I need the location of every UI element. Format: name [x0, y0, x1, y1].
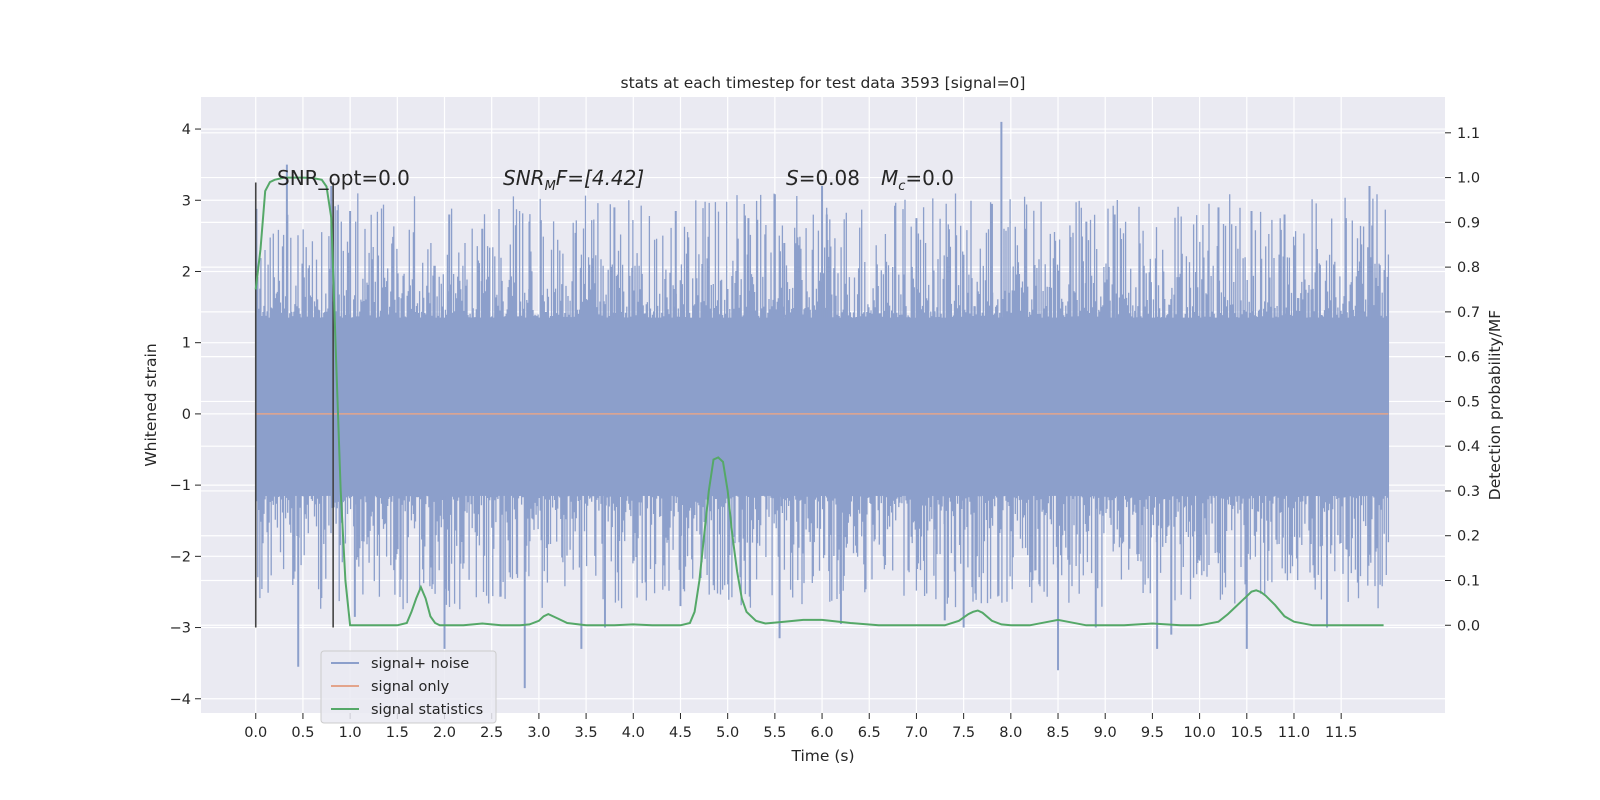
x-tick-label: 3.5 [575, 725, 598, 741]
y-right-tick-label: 1.0 [1457, 171, 1480, 187]
snr-mf-annotation: SNRMF=[4.42] [503, 166, 644, 194]
x-tick-label: 0.0 [244, 725, 267, 741]
snr-mf-sub: M [545, 179, 556, 194]
x-tick-label: 8.0 [999, 725, 1022, 741]
x-tick-label: 7.5 [952, 725, 975, 741]
y-left-tick-label: −3 [170, 621, 191, 637]
y-left-tick-label: 3 [182, 193, 191, 209]
y-left-tick-label: 0 [182, 407, 191, 423]
legend-label-signal-only: signal only [371, 679, 450, 695]
x-tick-label: 5.5 [763, 725, 786, 741]
mc-main: M [881, 166, 898, 190]
y-left-tick-label: 1 [182, 336, 191, 352]
x-tick-label: 10.0 [1183, 725, 1215, 741]
legend-box [320, 650, 497, 724]
signal-statistics-line [254, 176, 1384, 627]
y-right-tick-label: 0.6 [1457, 350, 1480, 366]
x-axis-label: Time (s) [790, 747, 854, 765]
y-right-tick-label: 0.9 [1457, 215, 1480, 231]
y-right-tick-label: 1.1 [1457, 126, 1480, 142]
x-tick-label: 10.5 [1231, 725, 1263, 741]
x-tick-label: 4.0 [622, 725, 645, 741]
y-right-tick-label: 0.0 [1457, 618, 1480, 634]
s-rest: =0.08 [799, 166, 860, 190]
x-tick-label: 6.5 [858, 725, 881, 741]
y-left-tick-label: −2 [170, 549, 191, 565]
y-left-tick-label: −4 [170, 692, 191, 708]
x-tick-label: 1.0 [339, 725, 362, 741]
x-tick-label: 9.5 [1141, 725, 1164, 741]
x-tick-label: 8.5 [1046, 725, 1069, 741]
x-tick-label: 3.0 [527, 725, 550, 741]
snr-mf-rest: F=[4.42] [556, 166, 644, 190]
y-left-tick-label: 4 [182, 122, 191, 138]
legend: signal+ noise signal only signal statist… [320, 650, 497, 724]
x-tick-label: 2.5 [480, 725, 503, 741]
snr-mf-main: SNR [503, 166, 545, 190]
mc-sub: c [898, 179, 905, 194]
y-left-tick-label: 2 [182, 264, 191, 280]
signal-statistics-series [254, 176, 1384, 627]
y-axis-left-ticks: −4 −3 −2 −1 0 1 2 3 4 [170, 122, 201, 708]
x-tick-label: 9.0 [1094, 725, 1117, 741]
y-right-tick-label: 0.2 [1457, 529, 1480, 545]
x-tick-label: 6.0 [811, 725, 834, 741]
chart-title: stats at each timestep for test data 359… [621, 74, 1026, 92]
snr-opt-annotation: SNR_opt=0.0 [277, 166, 410, 190]
y-right-tick-label: 0.8 [1457, 260, 1480, 276]
x-tick-label: 2.0 [433, 725, 456, 741]
signal-noise-series [255, 121, 1390, 689]
x-tick-label: 11.0 [1278, 725, 1310, 741]
y-right-tick-label: 0.4 [1457, 439, 1480, 455]
y-right-tick-label: 0.7 [1457, 305, 1480, 321]
y-axis-right-label: Detection probability/MF [1486, 310, 1504, 501]
x-tick-label: 7.0 [905, 725, 928, 741]
x-tick-label: 4.5 [669, 725, 692, 741]
legend-label-signal-statistics: signal statistics [371, 702, 483, 718]
x-axis-ticks: 0.0 0.5 1.0 1.5 2.0 2.5 3.0 3.5 4.0 4.5 5.0 5.5 6.0 6… [244, 713, 1357, 741]
y-left-tick-label: −1 [170, 478, 191, 494]
x-tick-label: 11.5 [1325, 725, 1357, 741]
y-axis-right-ticks: 0.0 0.1 0.2 0.3 0.4 0.5 0.6 0.7 0.8 0.9 1.0 1.1 [1445, 126, 1480, 634]
y-axis-left-label: Whitened strain [142, 343, 160, 466]
x-tick-label: 5.0 [716, 725, 739, 741]
y-right-tick-label: 0.1 [1457, 573, 1480, 589]
legend-label-signal-noise: signal+ noise [371, 656, 469, 672]
x-tick-label: 1.5 [386, 725, 409, 741]
s-annotation: S=0.08 [786, 166, 860, 190]
mc-rest: =0.0 [905, 166, 954, 190]
s-main: S [786, 166, 799, 190]
mc-annotation: Mc=0.0 [881, 166, 954, 194]
y-right-tick-label: 0.3 [1457, 484, 1480, 500]
x-tick-label: 0.5 [291, 725, 314, 741]
y-right-tick-label: 0.5 [1457, 394, 1480, 410]
